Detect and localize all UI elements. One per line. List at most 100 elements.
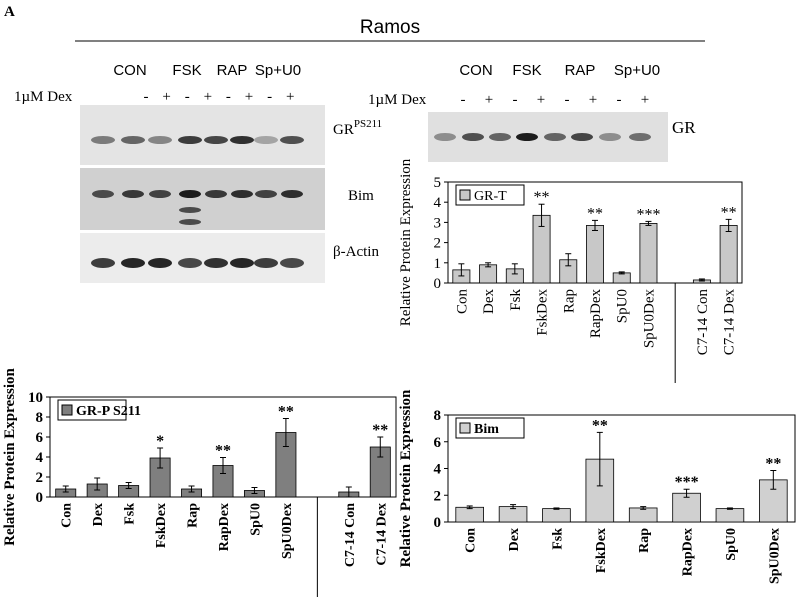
blot-label: β-Actin — [333, 244, 379, 260]
condition-label: FSK — [172, 62, 201, 79]
dex-sign: - — [513, 92, 518, 108]
blot — [80, 168, 325, 230]
error-bar — [538, 203, 545, 227]
band — [204, 136, 228, 144]
error-bar — [553, 507, 560, 510]
y-tick-label: 4 — [434, 462, 442, 478]
bar — [719, 225, 738, 284]
error-bar — [157, 447, 164, 469]
dex-sign: - — [267, 89, 272, 105]
band — [148, 136, 172, 144]
x-tick-label: Dex — [91, 503, 106, 526]
band — [230, 258, 254, 268]
y-tick-label: 8 — [36, 410, 44, 426]
legend-swatch — [61, 404, 73, 416]
blot-label: GRPS211 — [333, 118, 382, 138]
x-tick-label: SpU0Dex — [767, 528, 782, 584]
blot-label: GR — [672, 118, 696, 137]
blot — [80, 105, 325, 165]
x-tick-label: C7-14 Dex — [374, 503, 389, 566]
band — [599, 133, 621, 141]
y-axis-label: Relative Protein Expression — [2, 367, 18, 545]
dex-sign: - — [461, 92, 466, 108]
error-bar — [640, 506, 647, 510]
error-bar — [377, 436, 384, 458]
band — [231, 190, 253, 198]
bar — [612, 272, 631, 284]
bar — [715, 508, 745, 523]
condition-label: CON — [113, 62, 146, 79]
dex-sign: + — [537, 92, 545, 108]
y-tick-label: 0 — [36, 490, 44, 506]
band — [462, 133, 484, 141]
blot-label-name: GR — [333, 122, 354, 138]
x-tick-label: SpU0 — [615, 289, 631, 323]
dex-sign: - — [226, 89, 231, 105]
dex-sign: + — [589, 92, 597, 108]
bar — [672, 492, 701, 523]
y-tick-label: 2 — [434, 488, 442, 504]
y-tick-label: 2 — [36, 470, 44, 486]
band — [121, 136, 145, 144]
legend-swatch — [459, 422, 471, 434]
dex-sign: + — [162, 89, 170, 105]
x-tick-label: Con — [60, 503, 75, 528]
y-axis-label: Relative Protein Expression — [398, 158, 414, 326]
band — [516, 133, 538, 141]
band — [629, 133, 651, 141]
y-axis-label: Relative Protein Expression — [398, 389, 414, 567]
error-bar — [725, 218, 732, 232]
significance: ** — [765, 456, 781, 473]
band — [122, 190, 144, 198]
x-tick-label: SpU0Dex — [280, 503, 295, 559]
significance: *** — [636, 206, 660, 223]
band — [179, 207, 201, 213]
band — [205, 190, 227, 198]
band — [121, 258, 145, 268]
error-bar — [220, 457, 226, 474]
error-bar — [683, 488, 690, 498]
condition-label: RAP — [217, 62, 248, 79]
bar — [628, 507, 658, 523]
y-tick-label: 5 — [434, 175, 442, 191]
significance: ** — [278, 404, 294, 421]
y-tick-label: 2 — [434, 236, 442, 252]
x-tick-label: Con — [464, 528, 479, 553]
bar — [479, 264, 498, 284]
blot — [80, 233, 325, 283]
error-bar — [458, 263, 465, 277]
band — [434, 133, 456, 141]
band — [178, 136, 202, 144]
band — [92, 190, 114, 198]
error-bar — [618, 271, 625, 275]
x-tick-label: FskDex — [154, 503, 169, 548]
error-bar — [466, 505, 473, 510]
y-tick-label: 6 — [36, 430, 44, 446]
band — [281, 190, 303, 198]
x-tick-label: C7-14 Con — [695, 289, 711, 356]
legend-label: GR-T — [474, 189, 507, 204]
bar — [639, 223, 658, 284]
error-bar — [596, 431, 603, 487]
x-tick-label: C7-14 Con — [343, 503, 358, 567]
y-tick-label: 6 — [434, 435, 442, 451]
significance: ** — [721, 204, 737, 221]
x-tick-label: C7-14 Dex — [722, 289, 738, 356]
error-bar — [485, 262, 492, 268]
band — [280, 136, 304, 144]
condition-label: CON — [459, 62, 492, 79]
error-bar — [592, 219, 598, 231]
blot-label: Bim — [348, 188, 374, 204]
dex-sign: + — [485, 92, 493, 108]
x-tick-label: Dex — [507, 528, 522, 551]
x-tick-label: Fsk — [550, 528, 565, 550]
x-tick-label: Dex — [481, 289, 497, 314]
x-tick-label: Rap — [561, 289, 577, 313]
legend-frame — [57, 399, 127, 421]
bar — [586, 225, 604, 284]
y-tick-label: 0 — [434, 515, 442, 531]
x-tick-label: FskDex — [594, 528, 609, 573]
condition-label: Sp+U0 — [255, 62, 301, 79]
error-bar — [345, 486, 352, 498]
